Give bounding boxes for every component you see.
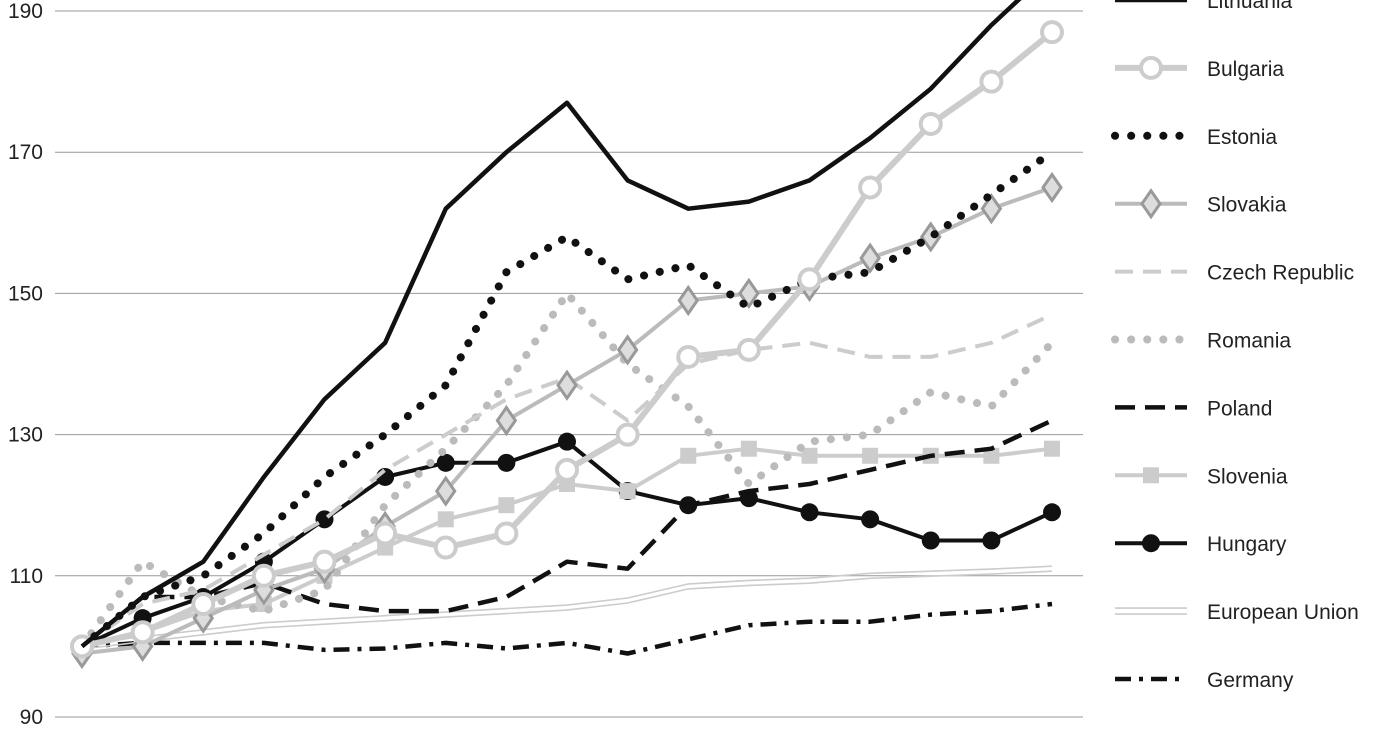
data-point-slovakia xyxy=(434,475,457,507)
data-point-hungary xyxy=(800,503,819,522)
data-point-hungary xyxy=(436,453,455,472)
data-point-slovenia xyxy=(740,440,757,457)
legend-item-estonia: Estonia xyxy=(1111,126,1277,149)
legend-item-czech-republic: Czech Republic xyxy=(1115,262,1354,285)
y-tick-label: 110 xyxy=(10,565,43,588)
series-lines xyxy=(70,0,1064,670)
legend-label: Poland xyxy=(1207,397,1272,420)
legend-label: Slovakia xyxy=(1207,194,1287,217)
legend-label: European Union xyxy=(1207,601,1359,624)
y-tick-label: 90 xyxy=(20,706,43,729)
y-tick-label: 150 xyxy=(8,282,43,305)
data-point-slovenia xyxy=(983,447,1000,464)
data-point-bulgaria xyxy=(555,457,579,482)
data-point-slovakia xyxy=(677,284,700,317)
data-point-bulgaria xyxy=(130,620,155,645)
legend-label: Romania xyxy=(1207,330,1291,353)
data-point-bulgaria xyxy=(373,521,398,546)
data-point-slovakia xyxy=(556,369,578,401)
data-point-bulgaria xyxy=(615,422,640,447)
series-lithuania xyxy=(80,0,1022,649)
y-tick-label: 130 xyxy=(8,424,43,447)
data-point-slovenia xyxy=(1044,440,1060,457)
data-point-slovakia xyxy=(1041,171,1063,204)
legend-label: Hungary xyxy=(1207,533,1287,556)
legend-label: Germany xyxy=(1207,669,1294,692)
legend-item-poland: Poland xyxy=(1115,397,1272,420)
legend-marker xyxy=(1142,534,1160,553)
series-line-germany xyxy=(81,601,1053,656)
series-line-european-union xyxy=(81,570,1053,650)
y-tick-label: 190 xyxy=(8,0,43,23)
data-point-bulgaria xyxy=(736,337,761,362)
legend-marker xyxy=(1143,467,1159,484)
legend-item-romania: Romania xyxy=(1111,330,1291,353)
legend: Lithuania Bulgaria Estonia Slovakia Czech Re… xyxy=(1111,0,1359,692)
series-romania xyxy=(78,289,1056,651)
series-line-romania xyxy=(78,289,1056,651)
legend-label: Slovenia xyxy=(1207,465,1288,488)
data-point-slovenia xyxy=(862,447,879,464)
legend-label: Bulgaria xyxy=(1207,58,1284,81)
series-czech-republic xyxy=(80,312,1053,649)
data-point-bulgaria xyxy=(312,549,337,574)
legend-item-bulgaria: Bulgaria xyxy=(1115,55,1284,81)
y-tick-label: 170 xyxy=(8,141,43,164)
data-point-bulgaria xyxy=(1040,20,1064,45)
data-point-slovakia xyxy=(616,334,639,366)
data-point-hungary xyxy=(861,510,880,529)
data-point-bulgaria xyxy=(676,344,701,369)
legend-item-hungary: Hungary xyxy=(1115,533,1287,556)
series-line-bulgaria xyxy=(81,29,1054,650)
data-point-bulgaria xyxy=(433,535,458,560)
series-bulgaria xyxy=(70,20,1064,659)
data-point-bulgaria xyxy=(797,267,822,292)
series-germany xyxy=(81,601,1053,656)
data-point-bulgaria xyxy=(191,592,216,617)
data-point-bulgaria xyxy=(251,563,276,588)
legend-label: Czech Republic xyxy=(1207,262,1354,285)
data-point-slovakia xyxy=(859,242,881,274)
data-point-bulgaria xyxy=(979,69,1004,94)
legend-marker xyxy=(1139,55,1163,80)
data-point-hungary xyxy=(558,432,576,451)
data-point-hungary xyxy=(1043,503,1061,522)
data-point-slovenia xyxy=(680,447,697,464)
series-line-european-union xyxy=(81,565,1053,645)
data-point-bulgaria xyxy=(494,521,519,546)
data-point-slovakia xyxy=(495,404,518,437)
series-line-lithuania xyxy=(80,0,1022,649)
legend-item-slovenia: Slovenia xyxy=(1115,465,1288,488)
legend-label: Lithuania xyxy=(1207,0,1293,13)
legend-item-germany: Germany xyxy=(1115,669,1294,692)
data-point-slovenia xyxy=(801,447,818,464)
data-point-bulgaria xyxy=(918,111,943,136)
series-line-czech-republic xyxy=(80,312,1053,649)
data-point-slovenia xyxy=(619,483,636,500)
y-axis-tick-labels: 90 110 130 150 170 190 xyxy=(8,0,43,729)
data-point-hungary xyxy=(921,531,940,550)
data-point-hungary xyxy=(982,531,1001,550)
data-point-slovenia xyxy=(437,511,454,528)
data-point-hungary xyxy=(497,453,516,472)
legend-item-european-union: European Union xyxy=(1115,601,1359,624)
data-point-slovakia xyxy=(980,193,1003,225)
series-european-union xyxy=(81,565,1053,650)
data-point-bulgaria xyxy=(858,175,883,200)
series-estonia xyxy=(78,148,1056,651)
series-line-estonia xyxy=(78,148,1056,651)
legend-item-slovakia: Slovakia xyxy=(1115,188,1287,220)
data-point-slovenia xyxy=(498,497,515,514)
legend-marker xyxy=(1140,188,1162,220)
legend-label: Estonia xyxy=(1207,126,1277,149)
legend-item-lithuania: Lithuania xyxy=(1115,0,1293,13)
